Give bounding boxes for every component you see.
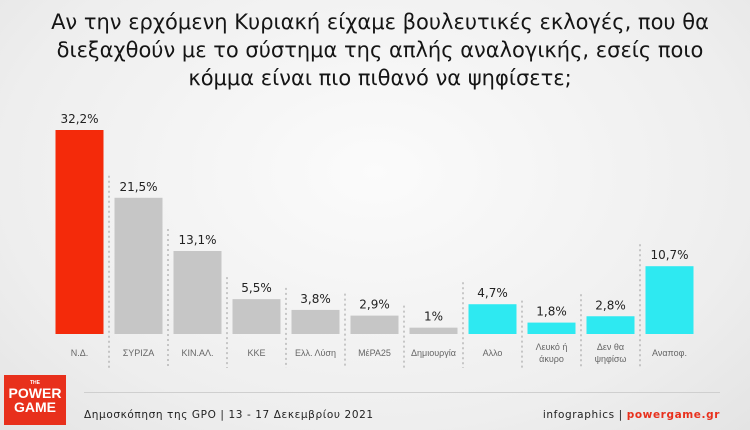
data-label: 3,8%: [300, 292, 331, 306]
category-label: άκυρο: [539, 354, 564, 364]
data-label: 2,8%: [595, 298, 626, 312]
category-label: Αναποφ.: [652, 348, 687, 358]
bar: [468, 304, 517, 334]
bar: [527, 322, 576, 334]
data-label: 13,1%: [178, 233, 216, 247]
category-label: Ελλ. Λύση: [295, 348, 336, 358]
data-label: 1,8%: [536, 305, 567, 319]
category-label: Δεν θα: [597, 342, 624, 352]
logo-line2: GAME: [14, 399, 56, 415]
bar-chart: 32,2% Ν.Δ. 21,5% ΣΥΡΙΖΑ 13,1% ΚΙΝ.ΑΛ. 5,5% ΚΚΕ 3…: [55, 112, 694, 368]
credit: infographics | powergame.gr: [543, 409, 720, 421]
bar: [409, 327, 458, 334]
bar: [55, 130, 104, 334]
category-label: Δημιουργία: [411, 348, 456, 358]
bar: [291, 309, 340, 334]
category-label: Ν.Δ.: [71, 348, 89, 358]
credit-site-link[interactable]: powergame.gr: [626, 409, 720, 421]
bar: [114, 197, 163, 334]
bar: [232, 299, 281, 334]
logo-the: THE: [30, 380, 40, 386]
category-label: ΚΚΕ: [247, 348, 265, 358]
bar: [173, 251, 222, 334]
bar: [645, 266, 694, 334]
bar: [350, 315, 399, 334]
category-label: Αλλο: [483, 348, 503, 358]
data-label: 2,9%: [359, 298, 390, 312]
source-text: Δημοσκόπηση της GPO | 13 - 17 Δεκεμβρίου…: [84, 409, 374, 421]
credit-prefix: infographics |: [542, 409, 627, 421]
category-label: ΣΥΡΙΖΑ: [123, 348, 155, 358]
bar: [586, 316, 635, 334]
category-label: Λευκό ή: [536, 342, 568, 352]
data-label: 32,2%: [60, 112, 98, 126]
power-game-logo: THE POWER GAME: [4, 375, 66, 425]
category-label: ΜέΡΑ25: [358, 348, 391, 358]
logo-line1: POWER: [8, 385, 62, 401]
category-label: ΚΙΝ.ΑΛ.: [181, 348, 213, 358]
category-label: ψηφίσω: [595, 354, 627, 364]
chart-title: Αν την ερχόμενη Κυριακή είχαμε βουλευτικ…: [51, 10, 709, 90]
data-label: 4,7%: [477, 286, 508, 300]
data-label: 21,5%: [119, 180, 157, 194]
data-label: 1%: [424, 310, 443, 324]
data-label: 10,7%: [650, 248, 688, 262]
data-label: 5,5%: [241, 281, 272, 295]
footer-divider: [84, 392, 720, 393]
